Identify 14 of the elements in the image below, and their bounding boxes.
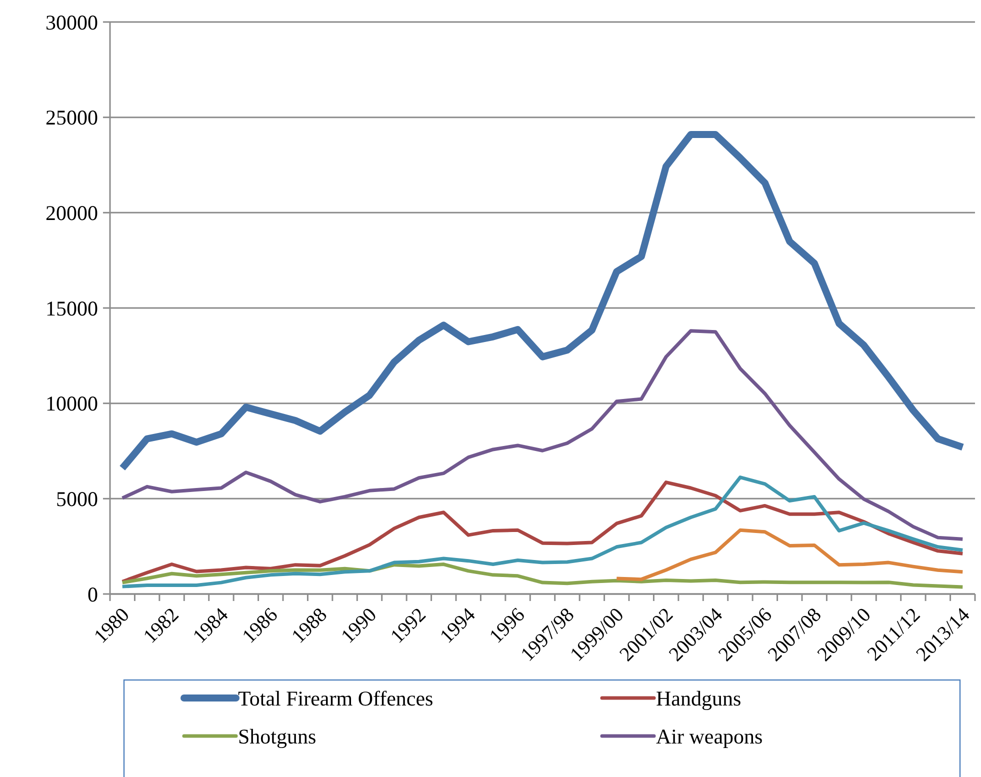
legend-label: Total Firearm Offences [238, 686, 434, 710]
y-tick-label: 20000 [46, 201, 98, 226]
y-tick-label: 5000 [56, 487, 98, 512]
legend-label: Shotguns [238, 724, 316, 748]
legend-label: Handguns [656, 686, 742, 710]
legend-label: Air weapons [656, 724, 763, 748]
line-series [120, 562, 964, 589]
line-series [614, 528, 964, 582]
y-tick-label: 10000 [46, 392, 98, 416]
y-tick-label: 30000 [46, 10, 98, 34]
y-tick-label: 25000 [46, 106, 98, 130]
y-tick-label: 15000 [46, 296, 98, 320]
line-series [120, 329, 964, 541]
y-tick-label: 0 [88, 582, 98, 606]
